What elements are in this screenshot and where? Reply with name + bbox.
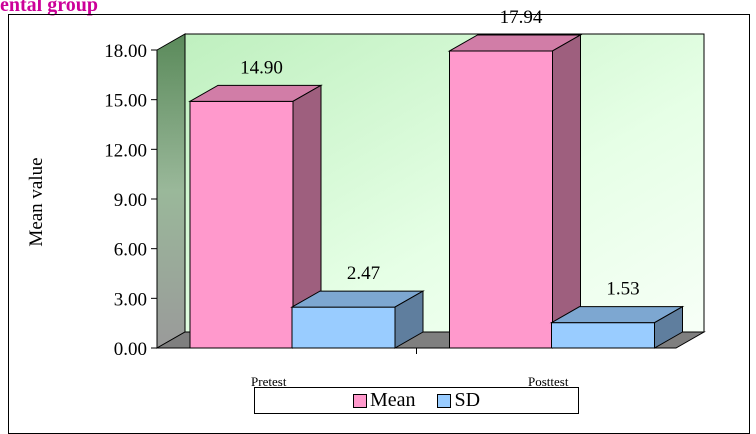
- y-tick-label: 6.00: [114, 240, 147, 261]
- chart-heading: ental group: [0, 0, 98, 16]
- bar-chart: 0.00 3.00 6.00 9.00 12.00 15.00 18.00 Pretest Po…: [26, 7, 706, 389]
- data-label-sd-posttest: 1.53: [606, 279, 639, 300]
- bar-mean-posttest: [449, 50, 553, 349]
- side-wall: [156, 33, 186, 349]
- legend-label-sd: SD: [454, 389, 481, 411]
- bar-side-mean-posttest: [552, 34, 581, 349]
- bar-side-sd-posttest: [654, 305, 683, 349]
- x-category-label-posttest: Posttest: [528, 374, 569, 389]
- x-category-label-pretest: Pretest: [251, 374, 287, 389]
- data-label-sd-pretest: 2.47: [347, 263, 380, 284]
- legend-swatch-mean: [352, 393, 367, 408]
- y-tick-label: 0.00: [114, 339, 147, 360]
- data-label-mean-posttest: 17.94: [500, 7, 543, 28]
- legend-item-mean: Mean: [352, 389, 416, 412]
- bar-sd-pretest: [291, 306, 396, 349]
- y-tick-label: 3.00: [114, 289, 147, 310]
- y-tick-label: 12.00: [104, 140, 147, 161]
- y-tick-label: 18.00: [104, 41, 147, 62]
- axes: 0.00 3.00 6.00 9.00 12.00 15.00 18.00 Pretest Po…: [104, 41, 676, 389]
- bar-mean-pretest: [189, 100, 294, 349]
- y-axis-label: Mean value: [26, 157, 47, 246]
- y-tick-label: 15.00: [104, 91, 147, 112]
- legend-swatch-sd: [437, 393, 452, 408]
- bar-sd-posttest: [551, 322, 655, 349]
- bar-side-sd-pretest: [394, 290, 424, 349]
- bars: [188, 34, 685, 349]
- data-label-mean-pretest: 14.90: [240, 57, 283, 78]
- y-tick-label: 9.00: [114, 190, 147, 211]
- legend-label-mean: Mean: [369, 389, 416, 411]
- legend: Mean SD: [254, 387, 579, 414]
- data-labels: 14.90 2.47 17.94 1.53: [240, 7, 640, 300]
- legend-item-sd: SD: [437, 389, 480, 412]
